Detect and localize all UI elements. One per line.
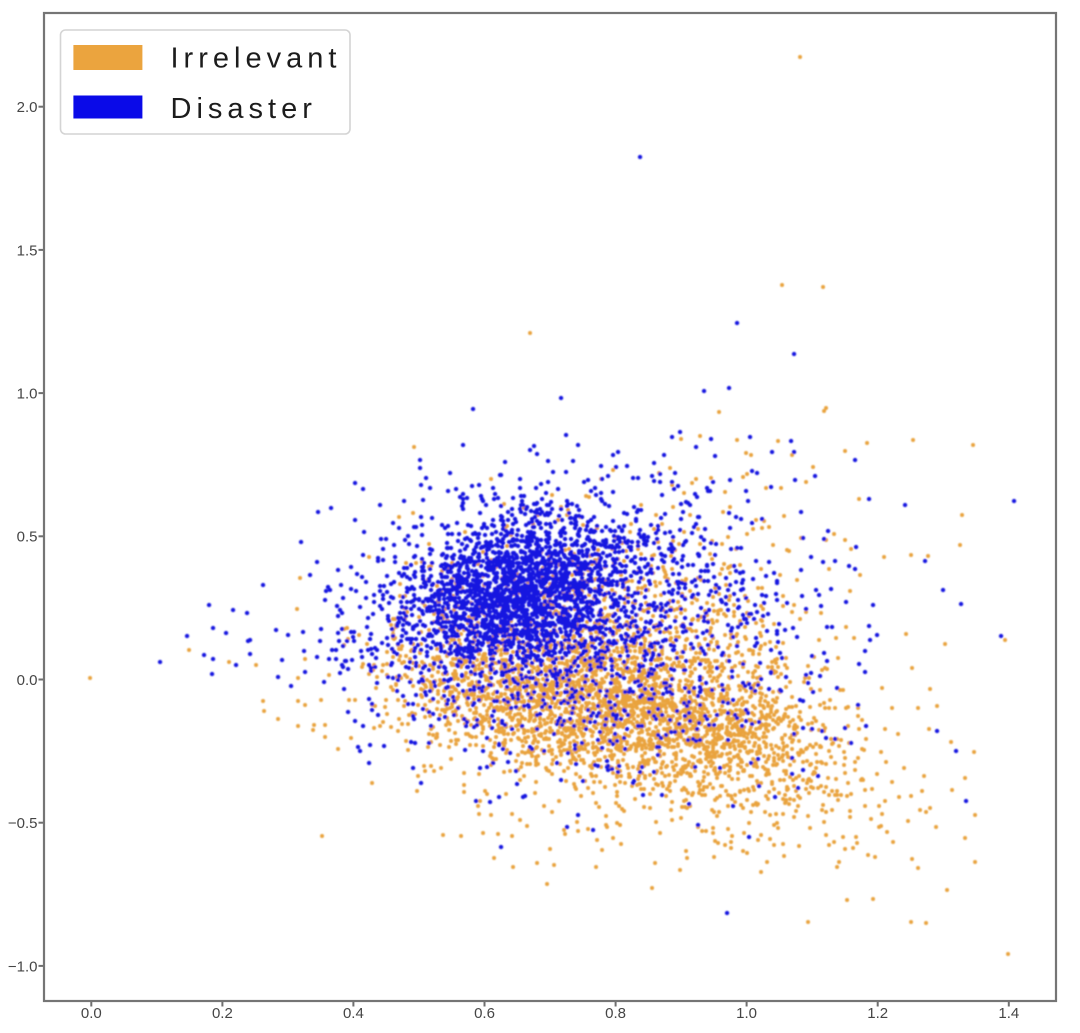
svg-text:1.2: 1.2 xyxy=(867,1005,888,1022)
svg-text:0.0: 0.0 xyxy=(17,672,38,689)
svg-text:0.0: 0.0 xyxy=(81,1005,102,1022)
svg-text:−1.0: −1.0 xyxy=(8,958,38,975)
svg-text:0.5: 0.5 xyxy=(17,529,38,546)
svg-text:Irrelevant: Irrelevant xyxy=(171,43,342,75)
svg-text:Disaster: Disaster xyxy=(171,93,317,125)
svg-text:0.6: 0.6 xyxy=(474,1005,495,1022)
svg-text:1.0: 1.0 xyxy=(17,386,38,403)
svg-text:−0.5: −0.5 xyxy=(8,815,38,832)
svg-text:2.0: 2.0 xyxy=(17,99,38,116)
svg-text:1.5: 1.5 xyxy=(17,242,38,259)
svg-text:0.4: 0.4 xyxy=(343,1005,364,1022)
svg-text:0.2: 0.2 xyxy=(212,1005,233,1022)
svg-text:1.0: 1.0 xyxy=(736,1005,757,1022)
svg-text:0.8: 0.8 xyxy=(605,1005,626,1022)
svg-text:1.4: 1.4 xyxy=(998,1005,1019,1022)
